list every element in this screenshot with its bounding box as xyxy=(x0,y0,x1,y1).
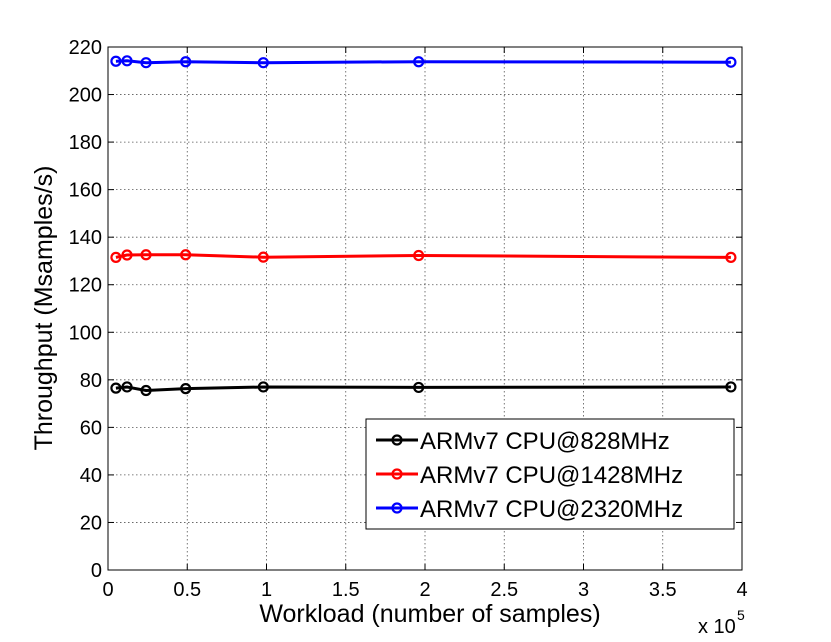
x-multiplier-exponent: 5 xyxy=(737,607,745,623)
legend-label: ARMv7 CPU@828MHz xyxy=(420,428,670,455)
data-point xyxy=(180,56,192,68)
x-tick-label: 0.5 xyxy=(173,579,201,601)
legend-swatch-marker xyxy=(391,502,403,514)
legend-label: ARMv7 CPU@1428MHz xyxy=(420,462,683,489)
y-tick-label: 160 xyxy=(69,180,102,202)
data-point xyxy=(413,381,425,394)
x-tick-label: 2.5 xyxy=(490,579,518,601)
data-point xyxy=(725,56,737,68)
series-line xyxy=(115,253,731,259)
legend-label: ARMv7 CPU@2320MHz xyxy=(420,496,683,523)
x-tick-label: 3 xyxy=(578,579,589,601)
y-tick-label: 40 xyxy=(80,465,102,487)
y-tick-label: 140 xyxy=(69,227,102,249)
data-point xyxy=(110,251,122,263)
x-axis-title: Workload (number of samples) xyxy=(259,600,600,628)
data-point xyxy=(180,383,192,395)
x-multiplier-label: x 10 xyxy=(698,616,736,638)
data-point xyxy=(257,251,269,263)
x-tick-label: 2 xyxy=(419,579,430,601)
x-tick-label: 1.5 xyxy=(332,579,360,601)
y-tick-label: 20 xyxy=(80,512,102,534)
data-point xyxy=(121,249,133,261)
x-tick-label: 4 xyxy=(736,579,747,601)
data-point xyxy=(121,55,133,67)
y-tick-label: 120 xyxy=(69,275,102,297)
data-point xyxy=(413,56,425,68)
data-point xyxy=(725,381,737,393)
series-line xyxy=(115,385,731,393)
data-point xyxy=(140,384,152,397)
y-tick-label: 200 xyxy=(69,85,102,107)
data-point xyxy=(413,249,425,262)
y-tick-label: 80 xyxy=(80,370,102,392)
data-point xyxy=(257,381,269,393)
axis-ticks: 0 0.5 1 1.5 2 2.5 3 3.5 402040608010012014016018… xyxy=(69,37,748,601)
legend-swatch-marker xyxy=(391,434,403,446)
x-tick-label: 0 xyxy=(102,579,113,601)
legend-swatch-marker xyxy=(391,468,403,480)
series-group xyxy=(110,55,737,397)
legend: ARMv7 CPU@828MHz ARMv7 CPU@1428MHz ARMv7 C… xyxy=(365,418,735,530)
data-point xyxy=(110,55,122,67)
data-point xyxy=(140,57,152,69)
data-point xyxy=(110,382,122,394)
y-axis-title: Throughput (Msamples/s) xyxy=(30,166,58,451)
y-tick-label: 220 xyxy=(69,37,102,59)
y-tick-label: 0 xyxy=(91,560,102,582)
series-line xyxy=(115,59,731,65)
data-point xyxy=(140,249,152,261)
data-point xyxy=(121,381,133,393)
y-tick-label: 60 xyxy=(80,417,102,439)
data-point xyxy=(180,249,192,261)
x-tick-label: 1 xyxy=(261,579,272,601)
legend-box xyxy=(365,418,735,530)
data-point xyxy=(725,251,737,263)
x-tick-label: 3.5 xyxy=(649,579,677,601)
data-point xyxy=(257,57,269,69)
y-tick-label: 180 xyxy=(69,132,102,154)
y-tick-label: 100 xyxy=(69,322,102,344)
